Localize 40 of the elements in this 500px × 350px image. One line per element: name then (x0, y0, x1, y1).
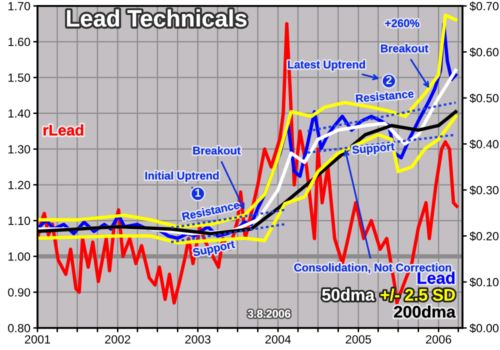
y-tick-label: 1.20 (8, 180, 30, 190)
y-tick-label: 1.50 (8, 74, 30, 82)
annotation: Resistance (356, 89, 414, 103)
y-tick-label: 1.00 (8, 252, 30, 261)
chart-title: Lead Technicals (67, 9, 247, 27)
y2-tick-label: $0.10 (470, 277, 499, 288)
y-tick-label: 1.40 (8, 109, 30, 118)
y2-tick-label: $0.30 (470, 185, 499, 196)
y-tick-label: 1.10 (8, 216, 30, 226)
text: 200dma (394, 305, 456, 318)
y2-tick-label: $0.00 (470, 323, 499, 334)
y-tick-label: 1.30 (8, 145, 30, 154)
annotation: 2 (386, 76, 392, 84)
annotation: Breakout (193, 146, 241, 155)
annotation: Initial Uptrend (145, 171, 219, 182)
annotation: 1 (195, 189, 201, 197)
x-tick-label: 2003 (185, 335, 210, 344)
annotation: Resistance (182, 200, 240, 221)
x-tick-label: 2004 (265, 335, 291, 344)
y-tick-label: 1.70 (8, 2, 30, 10)
y2-tick-label: $0.60 (470, 47, 499, 58)
x-tick-label: 2002 (105, 335, 130, 344)
y-tick-label: 0.90 (8, 288, 30, 297)
text: 50dma (322, 288, 375, 301)
y2-tick-label: $0.20 (470, 231, 499, 242)
y-tick-label: 1.60 (8, 38, 30, 46)
x-tick-label: 2001 (24, 335, 50, 344)
annotation: Support (192, 240, 236, 259)
x-tick-label: 2006 (426, 335, 452, 344)
y2-tick-label: $0.70 (470, 1, 499, 12)
annotation: Breakout (381, 44, 428, 52)
annotation: +260% (385, 19, 420, 28)
annotation: Support (352, 142, 395, 156)
y-tick-label: 0.80 (8, 324, 30, 332)
y2-tick-label: $0.50 (470, 93, 499, 104)
x-tick-label: 2005 (346, 335, 372, 344)
text: rLead (44, 124, 84, 136)
text: Lead (418, 272, 454, 284)
annotation: 3.8.2006 (248, 310, 290, 318)
y2-tick-label: $0.40 (470, 139, 499, 150)
